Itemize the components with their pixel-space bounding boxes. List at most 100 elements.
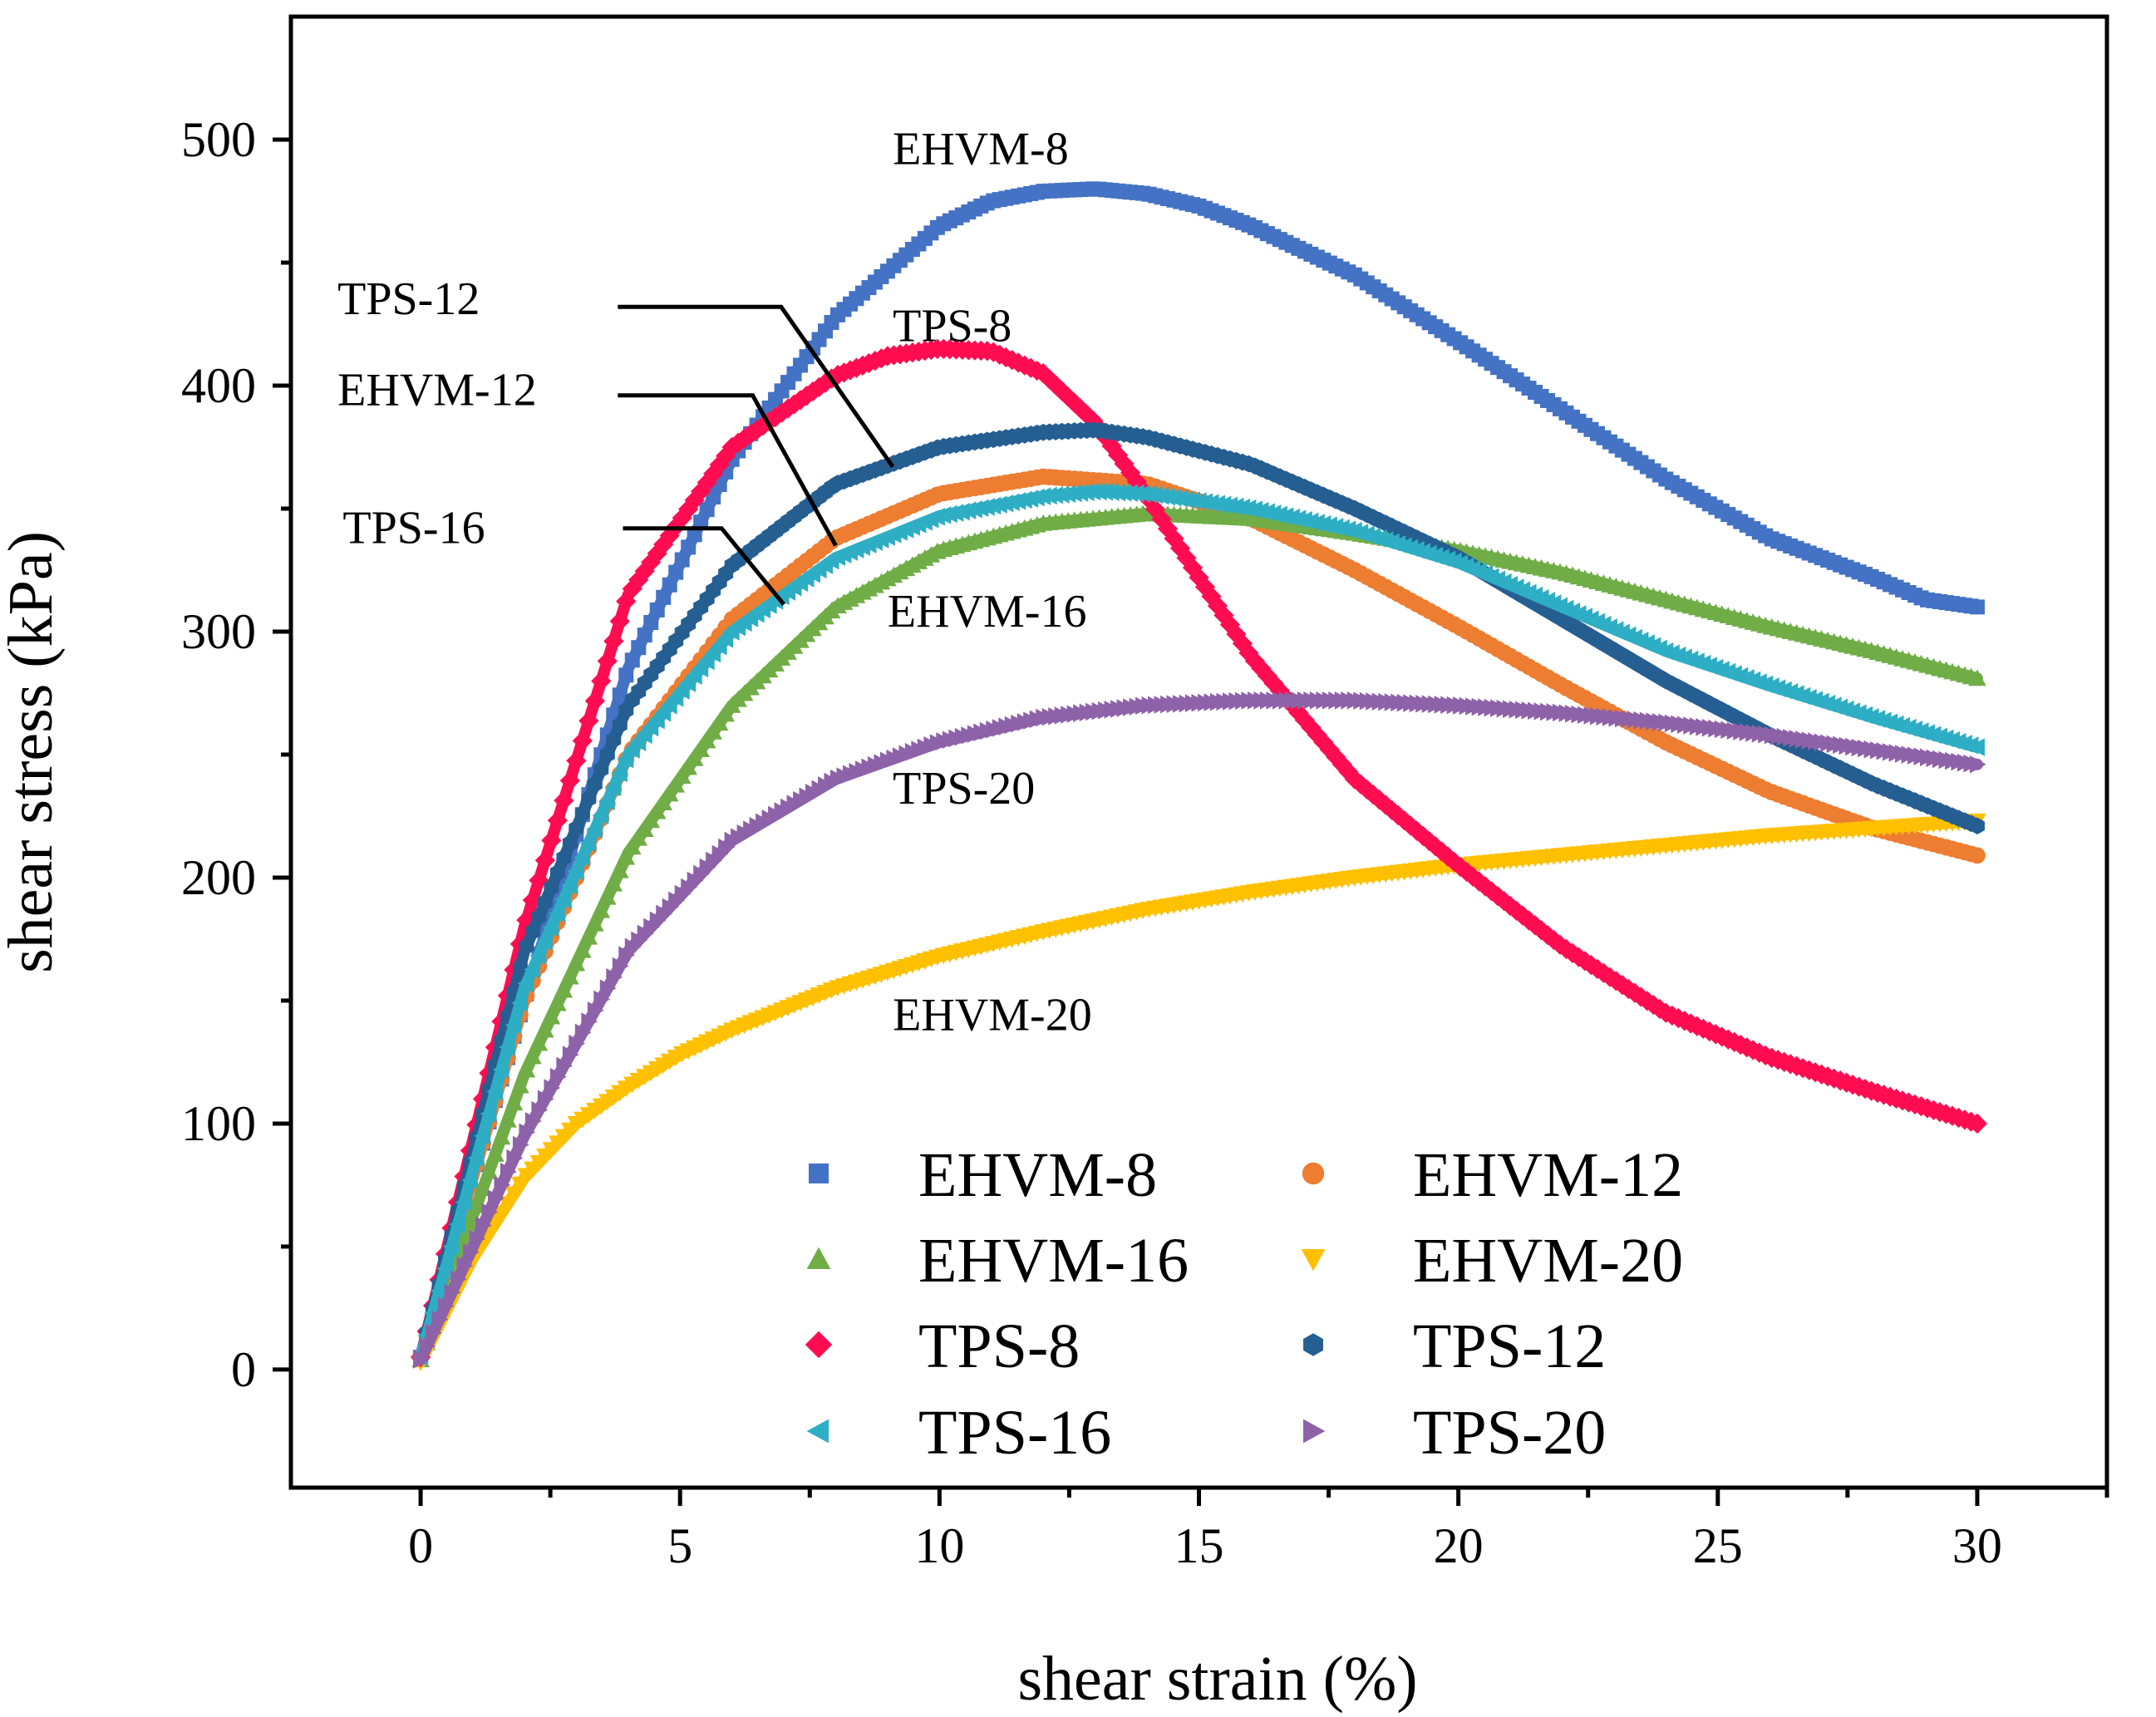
- legend-label: TPS-8: [918, 1311, 1080, 1381]
- data-point: [654, 794, 673, 810]
- data-point: [706, 490, 721, 505]
- series-ehvm-16: [411, 504, 1986, 1368]
- data-point: [1599, 967, 1621, 987]
- data-point: [599, 745, 615, 764]
- data-point: [606, 968, 623, 986]
- legend-label: EHVM-20: [1413, 1226, 1683, 1296]
- data-point: [512, 958, 528, 977]
- data-point: [649, 602, 665, 617]
- data-point: [438, 1296, 455, 1316]
- data-point: [1406, 820, 1427, 841]
- legend-marker: [805, 1331, 833, 1359]
- data-point: [629, 829, 648, 846]
- leader-line-tps-16: [623, 526, 786, 606]
- data-point: [1263, 672, 1284, 694]
- data-point: [480, 1162, 499, 1179]
- data-point: [467, 1149, 485, 1168]
- data-point: [461, 1171, 479, 1189]
- data-point: [492, 1128, 511, 1145]
- data-point: [573, 941, 592, 958]
- data-point: [529, 1034, 549, 1051]
- data-point: [494, 1176, 511, 1194]
- data-point: [802, 381, 824, 402]
- data-point: [480, 1104, 497, 1123]
- data-point: [581, 1012, 598, 1031]
- data-point: [430, 1282, 447, 1301]
- data-point: [679, 758, 698, 775]
- series-tps-16: [411, 482, 1985, 1366]
- data-point: [1381, 799, 1402, 821]
- data-point: [522, 890, 544, 911]
- y-tick-label: 200: [181, 850, 256, 905]
- x-tick-label: 30: [1952, 1518, 2002, 1573]
- data-point: [1568, 947, 1589, 967]
- y-tick-label: 300: [181, 604, 256, 659]
- data-point: [716, 705, 735, 722]
- data-point: [519, 937, 534, 956]
- data-point: [524, 1112, 542, 1130]
- data-point: [618, 667, 634, 683]
- data-point: [635, 820, 654, 837]
- data-point: [617, 848, 636, 865]
- data-point: [592, 901, 611, 918]
- data-point: [561, 876, 578, 895]
- axis-ticks: 0 100 200 300 400 500 0 5 10 15 20 25 30: [181, 112, 2109, 1573]
- data-point: [1969, 847, 1986, 864]
- legend-label: EHVM-8: [918, 1140, 1157, 1210]
- data-point: [534, 850, 556, 871]
- data-point: [1969, 755, 1986, 774]
- legend-item-tps-20: TPS-20: [1303, 1398, 1606, 1468]
- data-point: [517, 974, 534, 993]
- data-point: [505, 1186, 524, 1203]
- data-point: [1207, 595, 1228, 617]
- data-point: [537, 1090, 554, 1109]
- data-point: [693, 514, 709, 530]
- legend-item-ehvm-12: EHVM-12: [1302, 1140, 1683, 1210]
- data-point: [512, 1135, 529, 1154]
- data-point: [1269, 680, 1291, 701]
- x-tick-label: 10: [914, 1518, 964, 1573]
- legend-marker: [806, 1419, 829, 1444]
- data-point: [549, 994, 567, 1011]
- data-point: [559, 770, 581, 791]
- data-point: [1438, 846, 1459, 867]
- data-point: [692, 740, 710, 758]
- data-point: [656, 589, 672, 605]
- data-point: [587, 1001, 604, 1020]
- data-point: [566, 750, 587, 771]
- data-point: [487, 1189, 505, 1208]
- data-point: [542, 1007, 561, 1025]
- data-point: [481, 1203, 499, 1222]
- data-point: [573, 848, 590, 867]
- data-point: [529, 870, 549, 891]
- data-point: [642, 811, 661, 829]
- data-point: [556, 1056, 573, 1075]
- data-point: [604, 778, 622, 797]
- data-point: [784, 394, 805, 415]
- y-tick-label: 100: [181, 1096, 256, 1151]
- data-point: [1338, 761, 1359, 782]
- legend-item-ehvm-8: EHVM-8: [809, 1140, 1157, 1210]
- data-point: [1064, 392, 1085, 413]
- data-point: [623, 838, 642, 855]
- legend-marker: [1302, 1162, 1325, 1185]
- series-layer: [410, 181, 1988, 1371]
- annotation-tps-20: TPS-20: [893, 763, 1035, 814]
- legend-label: EHVM-12: [1413, 1140, 1683, 1210]
- data-point: [609, 611, 630, 632]
- legend: EHVM-8 EHVM-12 EHVM-16 EHVM-20 TPS-8 TPS-12 TP…: [805, 1140, 1683, 1468]
- annotation-ehvm-16: EHVM-16: [888, 586, 1087, 637]
- data-point: [612, 716, 628, 734]
- data-point: [426, 1323, 442, 1342]
- data-point: [599, 979, 617, 997]
- data-point: [474, 1179, 492, 1197]
- data-point: [492, 1206, 511, 1223]
- data-point: [598, 792, 615, 810]
- data-point: [685, 749, 704, 766]
- data-point: [486, 1145, 505, 1162]
- data-point: [699, 502, 715, 518]
- data-point: [591, 671, 612, 691]
- data-point: [475, 1216, 492, 1235]
- data-point: [536, 1021, 554, 1038]
- data-point: [586, 820, 603, 839]
